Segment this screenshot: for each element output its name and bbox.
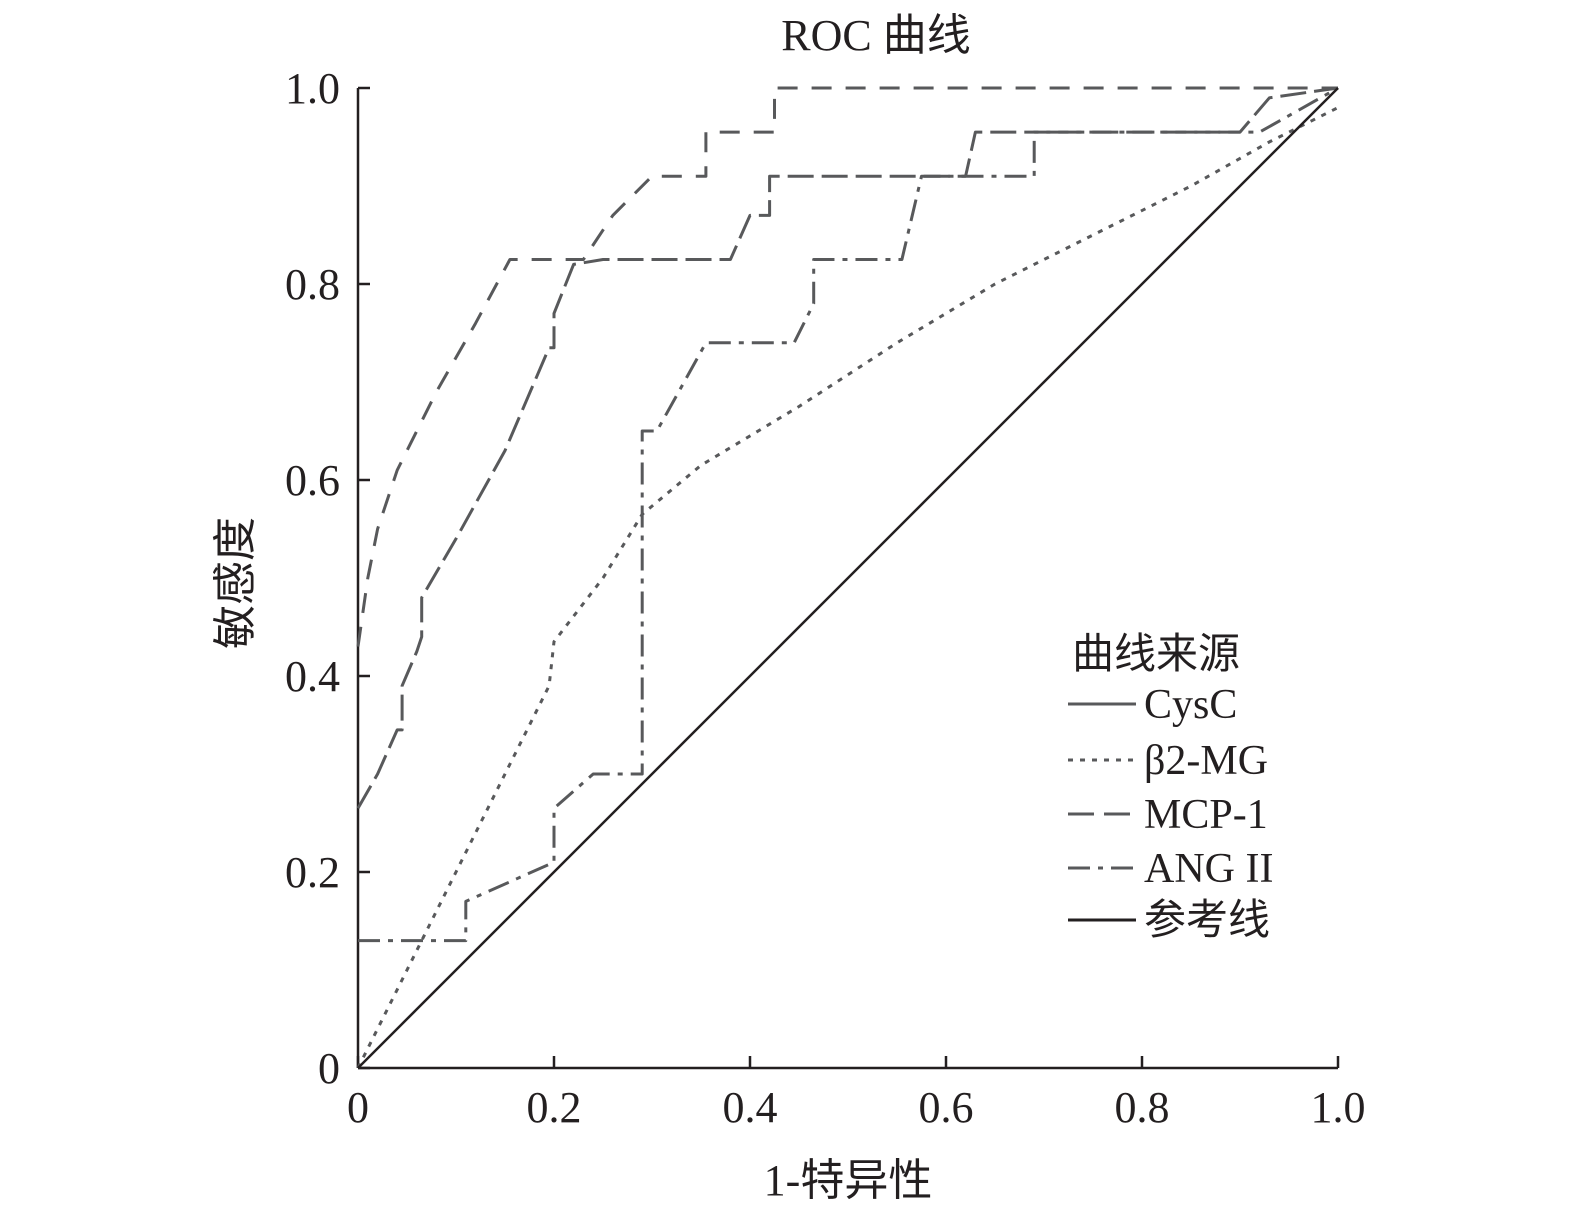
series-line-reference bbox=[357, 87, 1339, 1069]
legend-label: β2-MG bbox=[1144, 738, 1268, 784]
legend-label: MCP-1 bbox=[1144, 792, 1268, 838]
y-axis-ticks: 0 0.2 0.4 0.6 0.8 1.0 bbox=[285, 64, 370, 1093]
series-line-ang-ii bbox=[358, 86, 1339, 943]
legend-label: 参考线 bbox=[1144, 897, 1270, 944]
x-axis-title: 1-特异性 bbox=[764, 1156, 933, 1205]
series-line-mcp-1 bbox=[356, 86, 1338, 647]
x-tick-label: 0.2 bbox=[527, 1083, 582, 1132]
y-tick-label: 0.8 bbox=[285, 260, 340, 309]
y-tick-label: 0.6 bbox=[285, 456, 340, 505]
y-tick-label: 0.2 bbox=[285, 848, 340, 897]
series-layer bbox=[356, 86, 1339, 1069]
series-line-cysc bbox=[356, 86, 1339, 810]
y-tick-label: 1.0 bbox=[285, 64, 340, 113]
x-tick-label: 0.6 bbox=[919, 1083, 974, 1132]
y-tick-label: 0 bbox=[318, 1044, 340, 1093]
legend-label: ANG II bbox=[1144, 846, 1273, 892]
legend-entries: CysC β2-MG MCP-1 ANG II 参考线 bbox=[1068, 682, 1273, 944]
legend: 曲线来源 CysC β2-MG MCP-1 ANG II 参考线 bbox=[1068, 632, 1273, 944]
y-axis-title: 敏感度 bbox=[211, 517, 260, 649]
x-tick-label: 0.8 bbox=[1115, 1083, 1170, 1132]
chart-title: ROC 曲线 bbox=[781, 11, 970, 60]
x-tick-label: 1.0 bbox=[1311, 1083, 1366, 1132]
series-line-2-mg bbox=[356, 106, 1339, 1069]
legend-title: 曲线来源 bbox=[1072, 632, 1240, 678]
x-axis-ticks: 0 0.2 0.4 0.6 0.8 1.0 bbox=[347, 1056, 1366, 1132]
x-tick-label: 0.4 bbox=[723, 1083, 778, 1132]
y-tick-label: 0.4 bbox=[285, 652, 340, 701]
legend-label: CysC bbox=[1144, 682, 1237, 728]
plot-area: 0 0.2 0.4 0.6 0.8 1.0 0 0.2 0.4 0.6 0.8 1.0 bbox=[285, 64, 1366, 1132]
x-tick-label: 0 bbox=[347, 1083, 369, 1132]
